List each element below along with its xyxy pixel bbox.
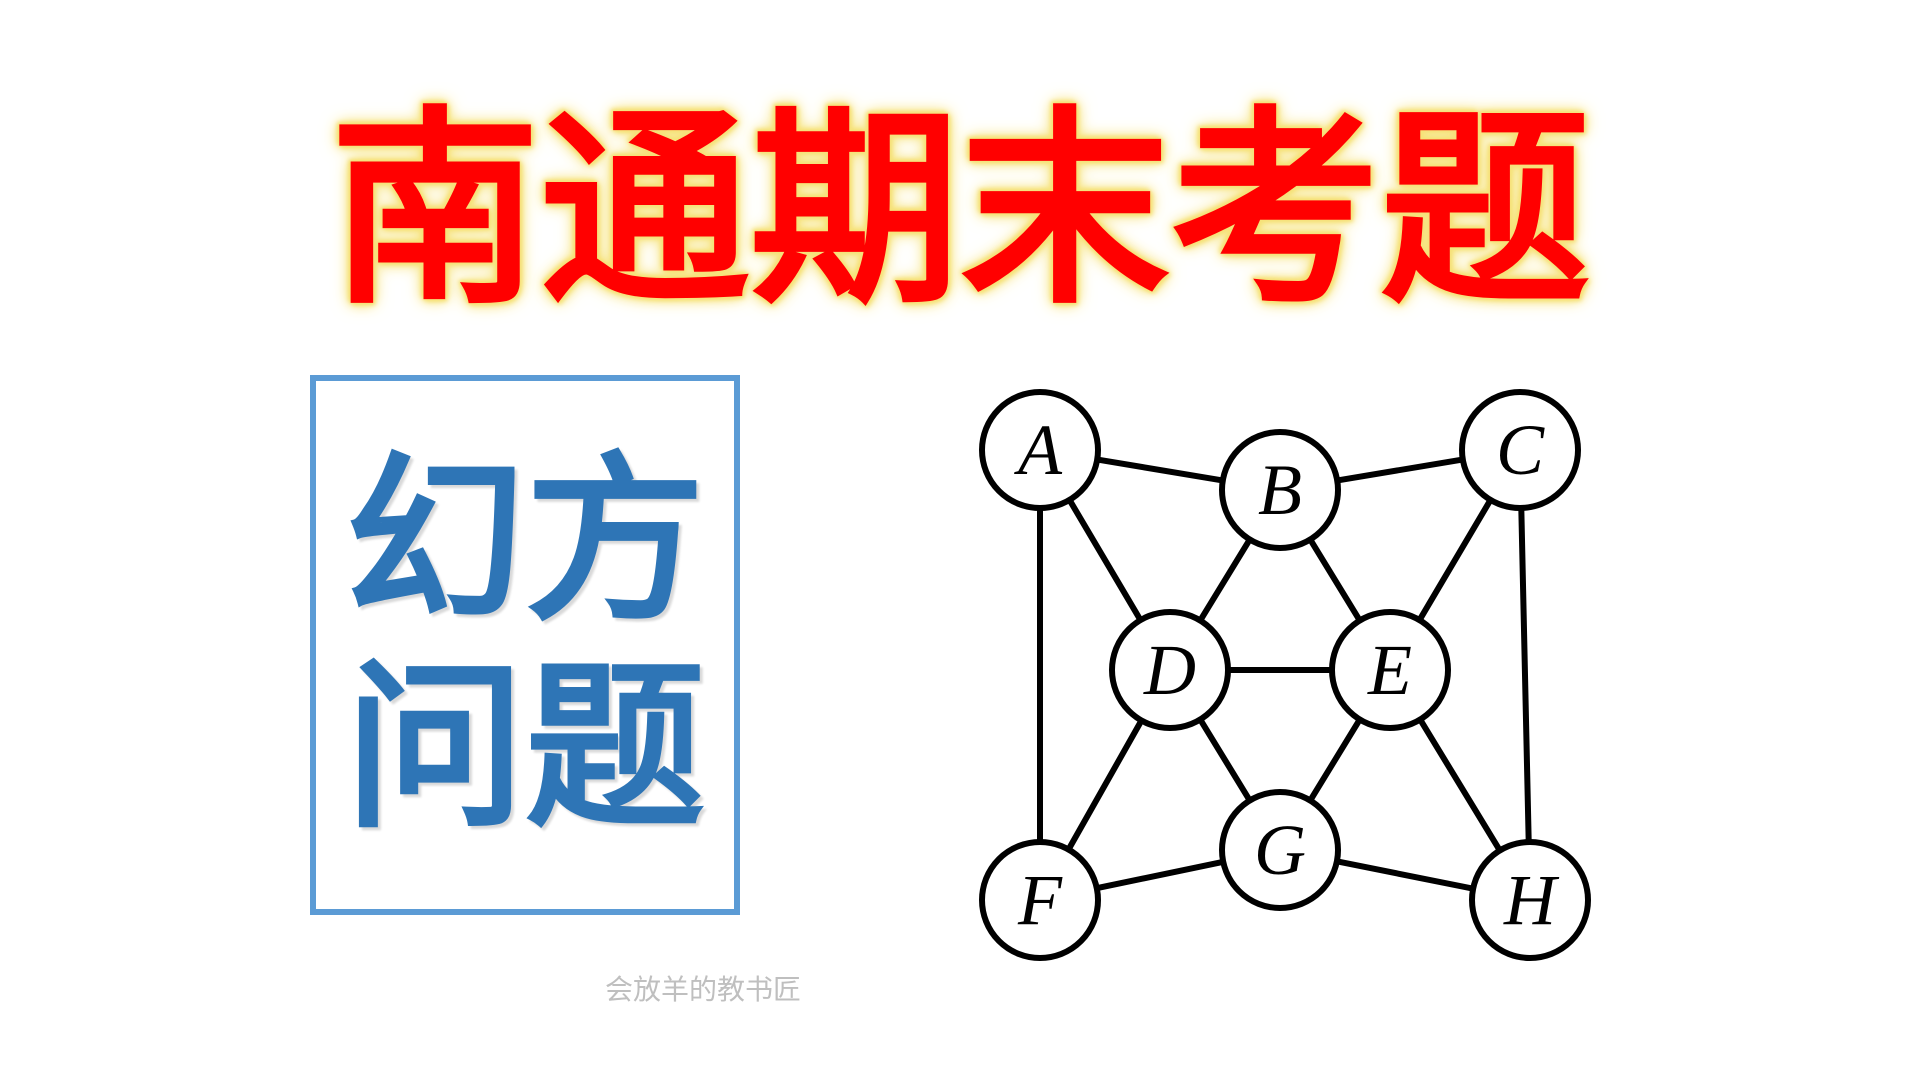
edge-B-D xyxy=(1199,538,1251,622)
edge-G-H xyxy=(1335,861,1475,889)
edge-C-H xyxy=(1521,506,1529,844)
edge-A-B xyxy=(1095,459,1225,481)
node-label-E: E xyxy=(1367,630,1412,710)
edge-A-D xyxy=(1068,498,1141,622)
node-label-A: A xyxy=(1014,410,1063,490)
node-label-H: H xyxy=(1503,860,1560,940)
stage: 南通期末考题 幻方 问题 A B C D E F G H 会放羊的教书匠 xyxy=(0,0,1920,1080)
edge-D-F xyxy=(1068,719,1143,851)
edge-G-F xyxy=(1095,861,1225,888)
edge-B-E xyxy=(1309,538,1361,622)
subtitle-line-1: 幻方 xyxy=(345,438,705,645)
node-label-C: C xyxy=(1496,410,1545,490)
page-title: 南通期末考题 xyxy=(0,40,1920,344)
node-label-B: B xyxy=(1258,450,1302,530)
edge-C-E xyxy=(1418,498,1491,622)
subtitle-box: 幻方 问题 xyxy=(310,375,740,915)
watermark-text: 会放羊的教书匠 xyxy=(605,968,801,1008)
node-label-D: D xyxy=(1143,630,1196,710)
graph-diagram: A B C D E F G H xyxy=(950,360,1610,980)
graph-nodes: A B C D E F G H xyxy=(982,392,1588,958)
edge-B-C xyxy=(1335,459,1465,481)
edge-E-H xyxy=(1419,718,1501,852)
node-label-G: G xyxy=(1254,810,1306,890)
edge-D-G xyxy=(1199,718,1251,802)
edge-E-G xyxy=(1309,718,1361,802)
node-label-F: F xyxy=(1017,860,1063,940)
subtitle-line-2: 问题 xyxy=(345,645,705,852)
